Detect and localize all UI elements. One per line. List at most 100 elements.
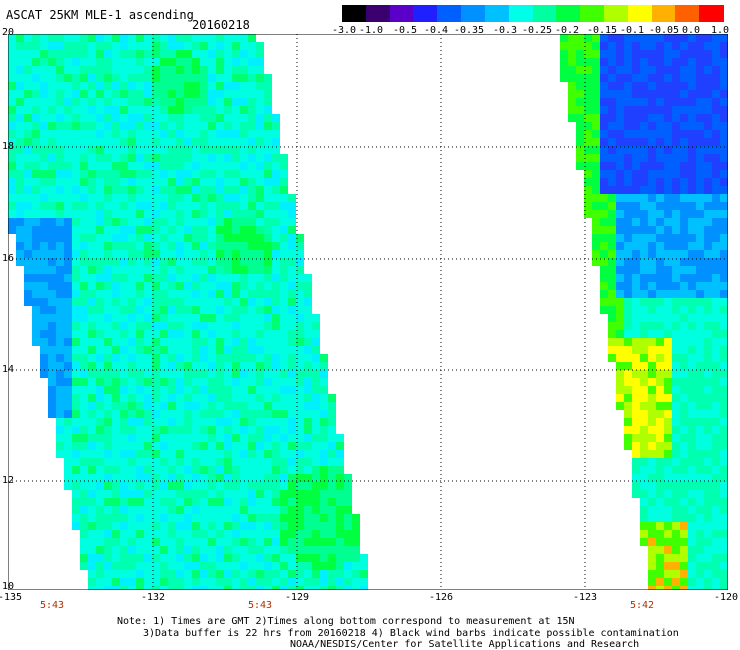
swath-cell [216,322,224,330]
swath-cell [232,50,240,58]
swath-cell [80,482,88,490]
swath-cell [40,330,48,338]
swath-cell [296,586,304,590]
swath-cell [720,538,728,546]
swath-cell [136,546,144,554]
swath-cell [272,506,280,514]
swath-cell [88,242,96,250]
swath-cell [648,490,656,498]
swath-cell [200,314,208,322]
swath-cell [144,578,152,586]
swath-cell [632,178,640,186]
swath-cell [224,466,232,474]
swath-cell [696,186,704,194]
swath-cell [232,266,240,274]
swath-cell [80,170,88,178]
swath-cell [200,290,208,298]
swath-cell [704,202,712,210]
swath-cell [616,154,624,162]
swath-cell [704,426,712,434]
swath-cell [232,466,240,474]
swath-cell [72,58,80,66]
swath-cell [152,562,160,570]
swath-cell [240,298,248,306]
note-line-1: Note: 1) Times are GMT 2)Times along bot… [117,616,575,627]
swath-cell [136,34,144,42]
swath-cell [688,218,696,226]
swath-cell [600,178,608,186]
swath-cell [208,202,216,210]
swath-cell [576,146,584,154]
swath-cell [696,74,704,82]
swath-cell [176,250,184,258]
swath-cell [680,194,688,202]
swath-cell [648,122,656,130]
swath-cell [104,394,112,402]
swath-cell [176,370,184,378]
swath-cell [144,306,152,314]
swath-cell [160,146,168,154]
swath-cell [600,266,608,274]
swath-cell [64,266,72,274]
swath-cell [344,514,352,522]
swath-cell [232,554,240,562]
swath-cell [288,578,296,586]
swath-cell [280,442,288,450]
swath-cell [168,154,176,162]
swath-cell [216,530,224,538]
swath-cell [624,106,632,114]
swath-cell [632,162,640,170]
swath-cell [232,386,240,394]
swath-cell [248,234,256,242]
swath-cell [144,522,152,530]
swath-cell [656,434,664,442]
swath-cell [576,82,584,90]
swath-cell [240,114,248,122]
swath-cell [656,514,664,522]
swath-cell [88,570,96,578]
swath-cell [112,546,120,554]
swath-cell [592,114,600,122]
swath-cell [648,498,656,506]
swath-cell [184,570,192,578]
swath-cell [152,314,160,322]
swath-cell [280,474,288,482]
swath-cell [120,338,128,346]
swath-cell [216,274,224,282]
swath-cell [56,82,64,90]
swath-cell [664,538,672,546]
swath-cell [184,474,192,482]
swath-cell [680,234,688,242]
swath-cell [152,242,160,250]
swath-cell [640,218,648,226]
swath-cell [640,306,648,314]
swath-cell [80,98,88,106]
y-tick-label: 16 [2,253,15,264]
swath-cell [136,154,144,162]
swath-cell [688,426,696,434]
swath-cell [200,66,208,74]
swath-cell [296,298,304,306]
swath-cell [256,578,264,586]
swath-cell [184,562,192,570]
swath-cell [96,138,104,146]
swath-cell [248,410,256,418]
swath-cell [168,554,176,562]
swath-cell [712,442,720,450]
swath-cell [216,290,224,298]
swath-cell [8,170,16,178]
swath-cell [136,482,144,490]
swath-cell [160,514,168,522]
swath-cell [160,290,168,298]
swath-cell [192,538,200,546]
swath-cell [88,178,96,186]
swath-cell [32,322,40,330]
swath-cell [80,514,88,522]
swath-cell [712,482,720,490]
swath-cell [80,250,88,258]
swath-cell [352,578,360,586]
swath-cell [120,210,128,218]
swath-cell [120,74,128,82]
swath-cell [192,114,200,122]
swath-cell [96,586,104,590]
